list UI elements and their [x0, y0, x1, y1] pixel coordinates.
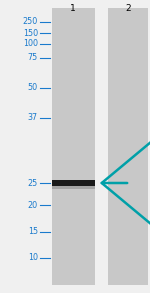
Text: 50: 50	[28, 84, 38, 93]
Text: 10: 10	[28, 253, 38, 263]
Bar	[108, 8, 148, 285]
Bar	[52, 8, 95, 285]
Text: 37: 37	[28, 113, 38, 122]
Text: 20: 20	[28, 200, 38, 209]
Bar	[52, 186, 95, 189]
Text: 75: 75	[28, 54, 38, 62]
Bar	[52, 180, 95, 186]
Text: 15: 15	[28, 227, 38, 236]
Text: 2: 2	[125, 4, 131, 13]
Text: 100: 100	[23, 40, 38, 49]
Text: 25: 25	[28, 178, 38, 188]
Text: 150: 150	[23, 28, 38, 38]
Text: 250: 250	[23, 18, 38, 26]
Text: 1: 1	[70, 4, 76, 13]
